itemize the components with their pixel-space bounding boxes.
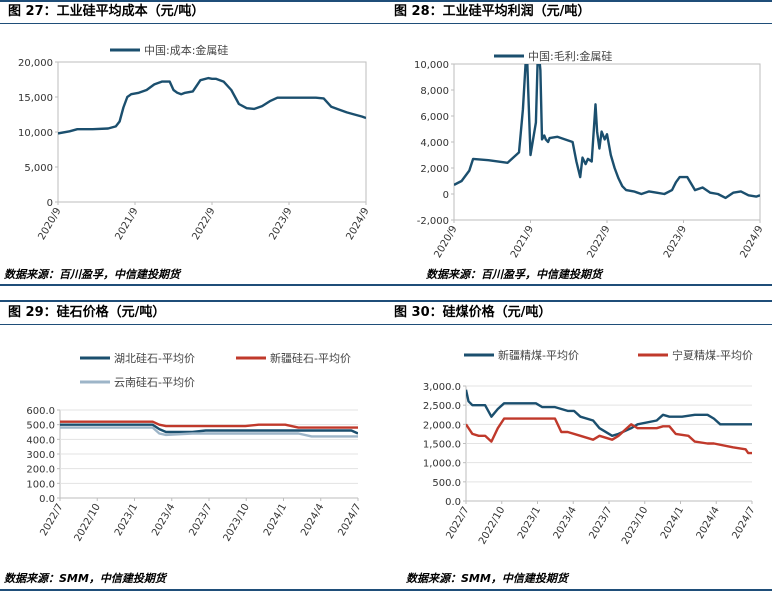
y-tick-label: 200.0	[26, 465, 55, 476]
y-tick-label: 1,000.0	[423, 459, 461, 470]
x-tick-label: 2024/7	[336, 502, 363, 538]
series-line	[466, 389, 752, 437]
x-tick-label: 2023/9	[267, 206, 294, 242]
x-tick-label: 2021/9	[113, 206, 140, 242]
y-tick-label: 300.0	[26, 450, 55, 461]
title-underline	[0, 23, 386, 24]
chart-title: 图 28：工业硅平均利润（元/吨）	[394, 4, 591, 19]
y-tick-label: 0.0	[445, 497, 461, 508]
series-line	[60, 420, 358, 429]
plot-frame	[57, 61, 367, 203]
y-tick-label: 600.0	[26, 406, 55, 417]
x-tick-label: 2020/9	[432, 224, 459, 260]
y-tick-label: 0	[443, 190, 449, 201]
chart-source: 数据来源：SMM，中信建投期货	[4, 572, 166, 585]
legend-label: 中国:毛利:金属硅	[528, 49, 612, 63]
x-tick-label: 2024/9	[738, 224, 765, 260]
chart-source: 数据来源：SMM，中信建投期货	[406, 572, 568, 585]
x-tick-label: 2022/9	[585, 224, 612, 260]
y-tick-label: 4,000	[420, 138, 449, 149]
series-line	[60, 423, 358, 435]
legend-label: 云南硅石-平均价	[114, 376, 195, 389]
x-tick-label: 2024/1	[659, 505, 686, 541]
x-tick-label: 2023/4	[552, 505, 579, 541]
y-tick-label: 1,500.0	[423, 440, 461, 451]
x-tick-label: 2023/10	[222, 502, 252, 543]
chart-panel-28: 图 28：工业硅平均利润（元/吨） -2,000 0 2,000 4,000 6,000…	[386, 0, 772, 296]
chart-title: 图 27：工业硅平均成本（元/吨）	[8, 4, 205, 19]
title-rule	[0, 0, 386, 2]
source-rule	[0, 589, 386, 591]
x-tick-label: 2022/7	[38, 502, 65, 538]
title-rule	[0, 300, 386, 302]
source-rule	[386, 284, 772, 286]
series-line	[466, 417, 752, 455]
chart-27-svg: 0 5,000 10,000 15,000 20,000 2020/9 2021/9 2022…	[18, 43, 372, 242]
x-tick-label: 2023/7	[587, 505, 614, 541]
x-tick-label: 2024/1	[262, 502, 289, 538]
y-tick-label: 2,000.0	[423, 420, 461, 431]
y-tick-label: 100.0	[26, 479, 55, 490]
x-tick-label: 2020/9	[36, 206, 63, 242]
x-tick-label: 2024/4	[299, 502, 326, 538]
chart-panel-29: 图 29：硅石价格（元/吨） 0.0 100.0 200.0 300.0 400.0 50…	[0, 300, 386, 596]
title-underline	[386, 324, 772, 325]
y-tick-label: 400.0	[26, 435, 55, 446]
x-tick-label: 2023/4	[150, 502, 177, 538]
x-tick-label: 2022/7	[444, 505, 471, 541]
chart-30-svg: 0.0 500.0 1,000.0 1,500.0 2,000.0 2,500.0 3,00…	[423, 348, 758, 546]
y-tick-label: 2,000	[420, 164, 449, 175]
x-tick-label: 2023/9	[662, 224, 689, 260]
chart-title: 图 30：硅煤价格（元/吨）	[394, 305, 552, 320]
y-tick-label: 500.0	[432, 478, 461, 489]
title-underline	[386, 23, 772, 24]
legend-label: 湖北硅石-平均价	[114, 352, 195, 365]
x-tick-label: 2022/10	[73, 502, 103, 543]
x-tick-label: 2022/10	[477, 505, 507, 546]
legend-label: 中国:成本:金属硅	[144, 43, 228, 57]
x-tick-label: 2022/9	[190, 206, 217, 242]
y-tick-label: 3,000.0	[423, 382, 461, 393]
legend-label: 新疆精煤-平均价	[498, 348, 579, 362]
chart-panel-27: 图 27：工业硅平均成本（元/吨） 0 5,000 10,000 15,000 20,0…	[0, 0, 386, 296]
series-line	[454, 64, 760, 200]
y-tick-label: 5,000	[24, 163, 53, 174]
title-rule	[386, 0, 772, 2]
y-tick-label: 0.0	[39, 494, 55, 505]
chart-source: 数据来源：百川盈孚，中信建投期货	[426, 268, 602, 281]
series-line	[58, 76, 366, 135]
y-tick-label: 0	[47, 198, 53, 209]
series-line	[60, 426, 358, 438]
y-tick-label: 10,000	[18, 128, 53, 139]
y-tick-label: 2,500.0	[423, 401, 461, 412]
y-tick-label: 20,000	[18, 58, 53, 69]
y-tick-label: 15,000	[18, 93, 53, 104]
y-tick-label: 8,000	[420, 86, 449, 97]
y-tick-label: 6,000	[420, 112, 449, 123]
chart-panel-30: 图 30：硅煤价格（元/吨） 0.0 500.0 1,000.0 1,500.0 2,0…	[386, 300, 772, 596]
x-tick-label: 2024/7	[730, 505, 757, 541]
y-tick-label: 10,000	[414, 60, 449, 71]
legend-label: 宁夏精煤-平均价	[672, 348, 753, 362]
x-tick-label: 2023/1	[516, 505, 543, 541]
legend-label: 新疆硅石-平均价	[270, 351, 351, 365]
chart-29-svg: 0.0 100.0 200.0 300.0 400.0 500.0 600.0 2022/7 2…	[26, 351, 363, 543]
y-tick-label: -2,000	[417, 216, 449, 227]
x-tick-label: 2024/9	[344, 206, 371, 242]
source-rule	[0, 284, 386, 286]
chart-title: 图 29：硅石价格（元/吨）	[8, 305, 166, 320]
x-tick-label: 2021/9	[509, 224, 536, 260]
x-tick-label: 2024/4	[695, 505, 722, 541]
x-tick-label: 2023/10	[620, 505, 650, 546]
source-rule	[386, 589, 772, 591]
chart-source: 数据来源：百川盈孚，中信建投期货	[4, 268, 180, 281]
title-underline	[0, 324, 386, 325]
y-tick-label: 500.0	[26, 421, 55, 432]
x-tick-label: 2023/7	[187, 502, 214, 538]
chart-28-svg: -2,000 0 2,000 4,000 6,000 8,000 10,000 2020/9 2…	[414, 49, 766, 260]
plot-frame	[453, 63, 761, 221]
title-rule	[386, 300, 772, 302]
x-tick-label: 2023/1	[113, 502, 140, 538]
